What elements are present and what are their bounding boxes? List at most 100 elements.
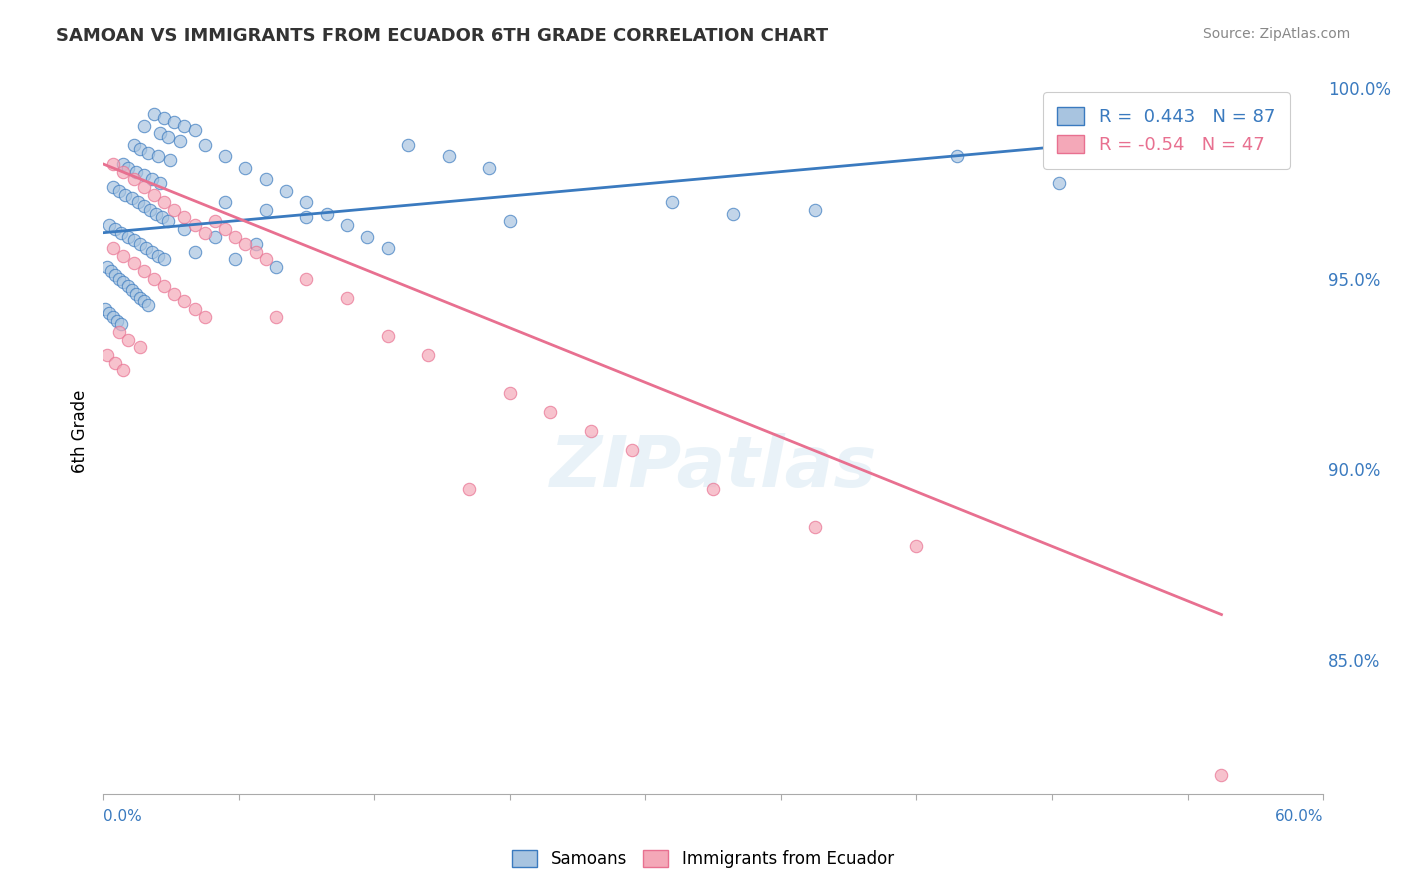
Point — [804, 520, 827, 534]
Point — [396, 137, 419, 152]
Point — [112, 164, 135, 178]
Point — [173, 294, 195, 309]
Point — [579, 424, 602, 438]
Point — [153, 252, 176, 267]
Point — [121, 283, 143, 297]
Point — [139, 202, 162, 217]
Point — [159, 153, 181, 168]
Point — [108, 184, 131, 198]
Point — [194, 137, 217, 152]
Point — [104, 268, 127, 282]
Point — [114, 187, 136, 202]
Point — [224, 229, 246, 244]
Point — [1047, 176, 1070, 190]
Point — [377, 241, 399, 255]
Point — [110, 226, 132, 240]
Point — [204, 229, 226, 244]
Point — [104, 355, 127, 369]
Point — [136, 145, 159, 160]
Point — [112, 249, 135, 263]
Text: 0.0%: 0.0% — [103, 809, 142, 824]
Point — [143, 271, 166, 285]
Point — [295, 271, 318, 285]
Point — [702, 482, 724, 496]
Point — [458, 482, 481, 496]
Text: 60.0%: 60.0% — [1275, 809, 1323, 824]
Point — [163, 202, 186, 217]
Point — [224, 252, 246, 267]
Point — [157, 130, 180, 145]
Point — [132, 119, 155, 133]
Point — [117, 279, 139, 293]
Point — [163, 115, 186, 129]
Point — [173, 211, 195, 225]
Point — [173, 119, 195, 133]
Text: Source: ZipAtlas.com: Source: ZipAtlas.com — [1202, 27, 1350, 41]
Point — [295, 211, 318, 225]
Point — [905, 539, 928, 553]
Point — [204, 214, 226, 228]
Point — [132, 180, 155, 194]
Point — [136, 298, 159, 312]
Point — [117, 161, 139, 175]
Point — [499, 386, 522, 401]
Point — [124, 164, 146, 178]
Point — [245, 237, 267, 252]
Point — [100, 264, 122, 278]
Legend: Samoans, Immigrants from Ecuador: Samoans, Immigrants from Ecuador — [505, 843, 901, 875]
Point — [336, 291, 359, 305]
Point — [96, 260, 118, 274]
Point — [336, 218, 359, 232]
Point — [153, 279, 176, 293]
Point — [214, 195, 236, 210]
Point — [103, 241, 125, 255]
Point — [437, 149, 460, 163]
Point — [149, 127, 172, 141]
Point — [356, 229, 378, 244]
Point — [122, 137, 145, 152]
Point — [214, 149, 236, 163]
Point — [153, 111, 176, 125]
Point — [723, 206, 745, 220]
Point — [122, 172, 145, 186]
Point — [128, 142, 150, 156]
Point — [145, 206, 167, 220]
Point — [98, 218, 121, 232]
Point — [117, 333, 139, 347]
Point — [108, 271, 131, 285]
Point — [478, 161, 501, 175]
Point — [122, 233, 145, 247]
Point — [128, 291, 150, 305]
Point — [132, 264, 155, 278]
Point — [264, 260, 287, 274]
Point — [295, 195, 318, 210]
Point — [661, 195, 683, 210]
Point — [135, 241, 157, 255]
Point — [620, 443, 643, 458]
Point — [141, 172, 163, 186]
Point — [117, 229, 139, 244]
Point — [163, 286, 186, 301]
Point — [173, 222, 195, 236]
Point — [245, 244, 267, 259]
Point — [149, 176, 172, 190]
Text: SAMOAN VS IMMIGRANTS FROM ECUADOR 6TH GRADE CORRELATION CHART: SAMOAN VS IMMIGRANTS FROM ECUADOR 6TH GR… — [56, 27, 828, 45]
Point — [254, 172, 277, 186]
Point — [276, 184, 298, 198]
Point — [103, 180, 125, 194]
Point — [132, 169, 155, 183]
Point — [254, 202, 277, 217]
Point — [132, 294, 155, 309]
Point — [141, 244, 163, 259]
Point — [804, 202, 827, 217]
Point — [183, 122, 205, 136]
Point — [315, 206, 337, 220]
Point — [194, 310, 217, 324]
Point — [157, 214, 180, 228]
Point — [143, 107, 166, 121]
Legend: R =  0.443   N = 87, R = -0.54   N = 47: R = 0.443 N = 87, R = -0.54 N = 47 — [1043, 92, 1289, 169]
Point — [1211, 768, 1233, 782]
Point — [264, 310, 287, 324]
Point — [194, 226, 217, 240]
Point — [108, 325, 131, 339]
